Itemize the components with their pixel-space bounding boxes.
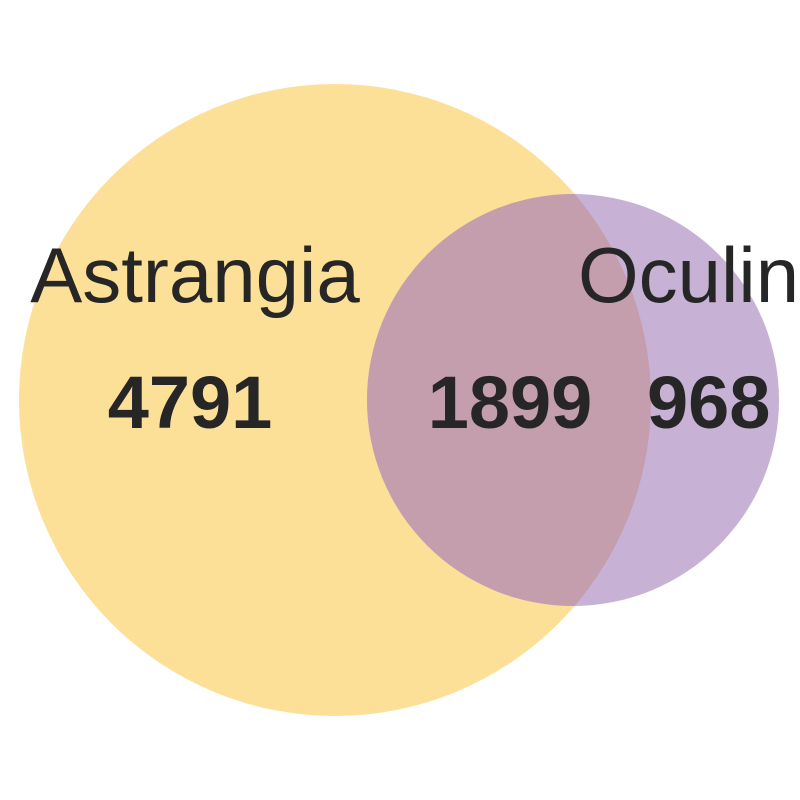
oculina-only-count: 968 — [647, 361, 770, 444]
astrangia-label: Astrangia — [30, 231, 360, 319]
intersection-count: 1899 — [428, 361, 593, 444]
intersection-region — [367, 194, 651, 606]
astrangia-only-count: 4791 — [108, 361, 273, 444]
oculina-label: Oculina — [578, 231, 800, 319]
